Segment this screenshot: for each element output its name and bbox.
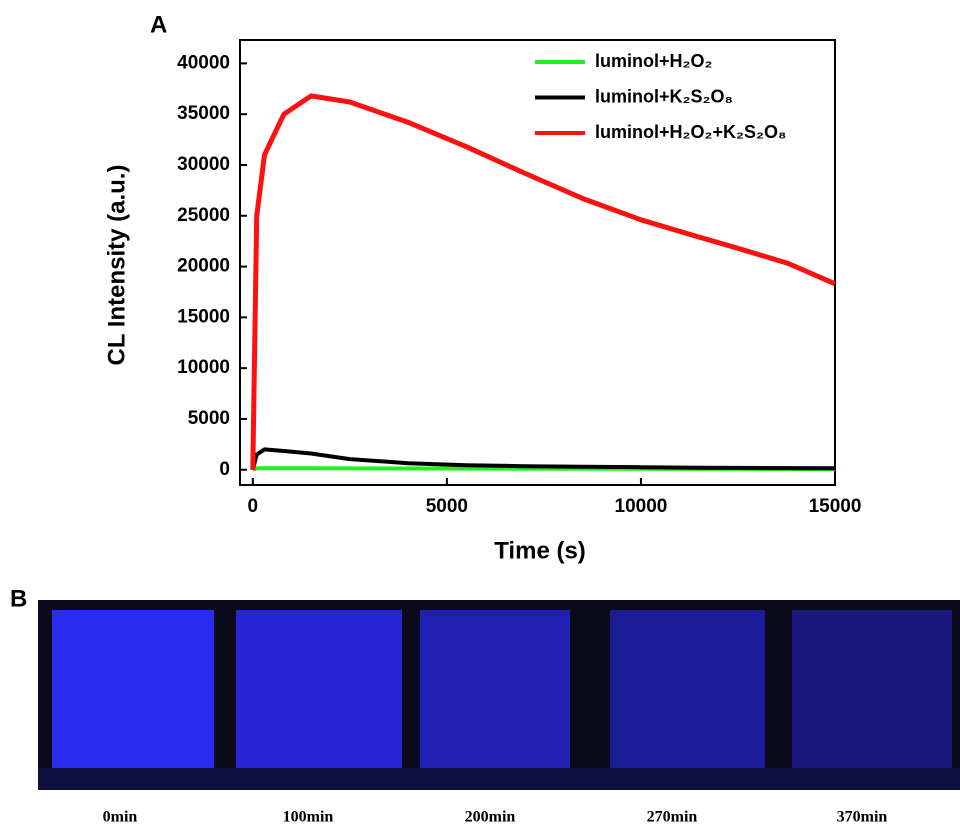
legend-label: luminol+H₂O₂ [595, 51, 713, 71]
x-tick-label: 10000 [615, 496, 668, 517]
photo-caption: 0min [103, 809, 138, 826]
photo-caption: 200min [465, 809, 516, 826]
y-tick-label: 20000 [177, 256, 230, 277]
legend-label: luminol+K₂S₂O₈ [595, 86, 733, 106]
x-tick-label: 15000 [809, 496, 862, 517]
vial [420, 610, 570, 780]
x-tick-label: 0 [248, 496, 259, 517]
data-line [250, 447, 836, 471]
panel-label: B [10, 585, 27, 612]
photo-base [38, 768, 960, 790]
y-axis-label: CL Intensity (a.u.) [103, 165, 130, 366]
panel-label: A [150, 11, 167, 38]
y-tick-label: 30000 [177, 154, 230, 175]
vial [236, 610, 402, 780]
x-axis-label: Time (s) [494, 537, 586, 564]
x-tick-label: 5000 [426, 496, 468, 517]
photo-caption: 100min [283, 809, 334, 826]
photo-panel: B [10, 585, 960, 790]
photo-caption: 270min [647, 809, 698, 826]
plot-frame [239, 39, 836, 486]
legend-label: luminol+H₂O₂+K₂S₂O₈ [595, 122, 786, 142]
y-tick-label: 15000 [177, 306, 230, 327]
vial [52, 610, 214, 780]
y-tick-label: 40000 [177, 52, 230, 73]
photo-caption: 370min [837, 809, 888, 826]
y-tick-label: 35000 [177, 103, 230, 124]
y-tick-label: 25000 [177, 205, 230, 226]
data-line [250, 93, 836, 470]
vial [610, 610, 765, 780]
vial [792, 610, 952, 780]
y-tick-label: 5000 [188, 408, 230, 429]
y-tick-label: 10000 [177, 357, 230, 378]
y-tick-label: 0 [219, 459, 230, 480]
